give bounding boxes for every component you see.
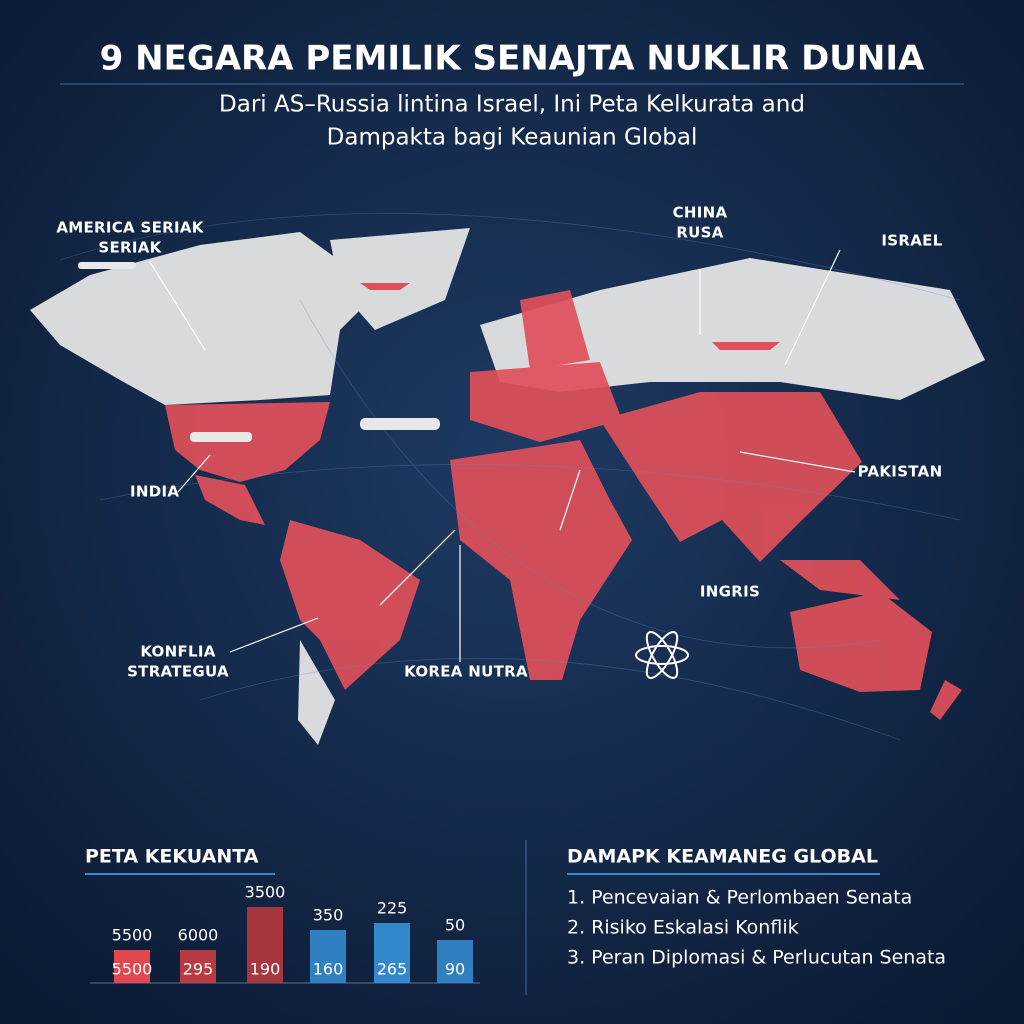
bar (437, 940, 473, 983)
chart-title: PETA KEKUANTA (85, 846, 259, 868)
subtitle: Dampakta bagi Keaunian Global (327, 125, 698, 151)
bar-top-label: 5500 (112, 926, 153, 945)
impact-list: 1. Pencevaian & Perlombaen Senata 2. Risi… (567, 887, 946, 969)
bar (247, 907, 283, 983)
map-label: KONFLIA (140, 643, 215, 661)
bar (310, 930, 346, 983)
map-label: INDIA (130, 483, 179, 501)
map-label: PAKISTAN (858, 463, 943, 481)
world-map (30, 213, 985, 745)
impact-title: DAMAPK KEAMANEG GLOBAL (567, 846, 878, 868)
bar-inner-label: 190 (250, 960, 281, 979)
bar-top-label: 350 (313, 906, 344, 925)
bar-inner-label: 295 (183, 960, 214, 979)
map-label: CHINA (673, 204, 728, 222)
bar-inner-label: 5500 (112, 960, 153, 979)
map-label: AMERICA SERIAK (56, 219, 204, 237)
impact-item: 3. Peran Diplomasi & Perlucutan Senata (567, 947, 946, 969)
bar (180, 950, 216, 983)
impact-item: 2. Risiko Eskalasi Konflik (567, 917, 799, 939)
map-label: STRATEGUA (127, 663, 229, 681)
map-label: ISRAEL (881, 232, 942, 250)
bar-top-label: 225 (377, 899, 408, 918)
bar-inner-label: 265 (377, 960, 408, 979)
subtitle: Dari AS–Russia lintina Israel, Ini Peta … (219, 92, 805, 118)
bar-top-label: 3500 (245, 883, 286, 902)
title: 9 NEGARA PEMILIK SENAJTA NUKLIR DUNIA (100, 39, 925, 79)
impact-item: 1. Pencevaian & Perlombaen Senata (567, 887, 912, 909)
bar-inner-label: 160 (313, 960, 344, 979)
map-labels: AMERICA SERIAK SERIAK CHINA RUSA ISRAEL INDIA… (56, 204, 942, 681)
bar-inner-label: 90 (445, 960, 465, 979)
bar (374, 923, 410, 983)
bar (114, 950, 150, 983)
map-label: RUSA (676, 224, 723, 242)
bottom-panel: PETA KEKUANTA 5500 5500 6000 295 3500 190 350 1… (85, 840, 946, 995)
bars: 5500 5500 6000 295 3500 190 350 160 225 265 50 90 (112, 883, 473, 983)
map-label: SERIAK (98, 239, 162, 257)
map-label: KOREA NUTRA (404, 663, 528, 681)
bar-top-label: 50 (445, 916, 465, 935)
map-label: INGRIS (700, 583, 760, 601)
bar-top-label: 6000 (178, 926, 219, 945)
